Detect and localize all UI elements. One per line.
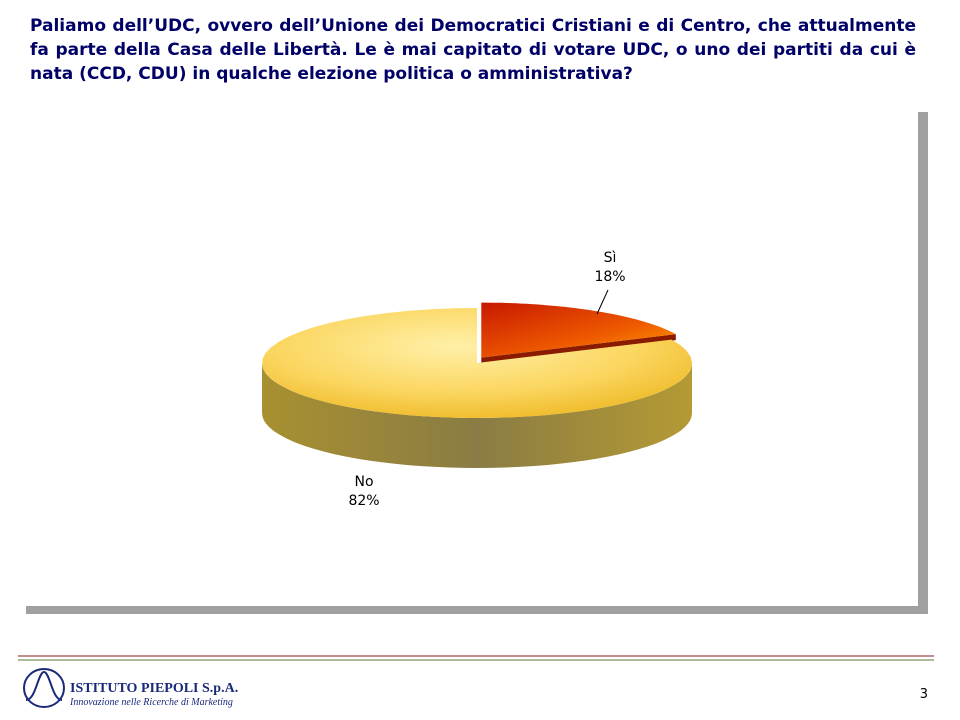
page-number: 3 <box>920 687 928 702</box>
pie-slice <box>481 302 676 358</box>
value-label: 82% <box>348 493 379 509</box>
slice-side <box>262 363 692 468</box>
frame-shadow <box>918 112 928 614</box>
pie-slice <box>262 308 692 418</box>
company-tagline: Innovazione nelle Ricerche di Marketing <box>69 697 233 708</box>
slice-label: No <box>354 474 373 490</box>
leader-line <box>596 289 609 315</box>
frame-shadow <box>26 606 928 614</box>
slice-side <box>481 334 676 364</box>
slice-label: Sì <box>604 250 617 266</box>
chart-title: Paliamo dell’UDC, ovvero dell’Unione dei… <box>30 16 916 84</box>
logo <box>23 668 65 708</box>
company-name: ISTITUTO PIEPOLI S.p.A. <box>70 681 238 696</box>
value-label: 18% <box>594 269 625 285</box>
